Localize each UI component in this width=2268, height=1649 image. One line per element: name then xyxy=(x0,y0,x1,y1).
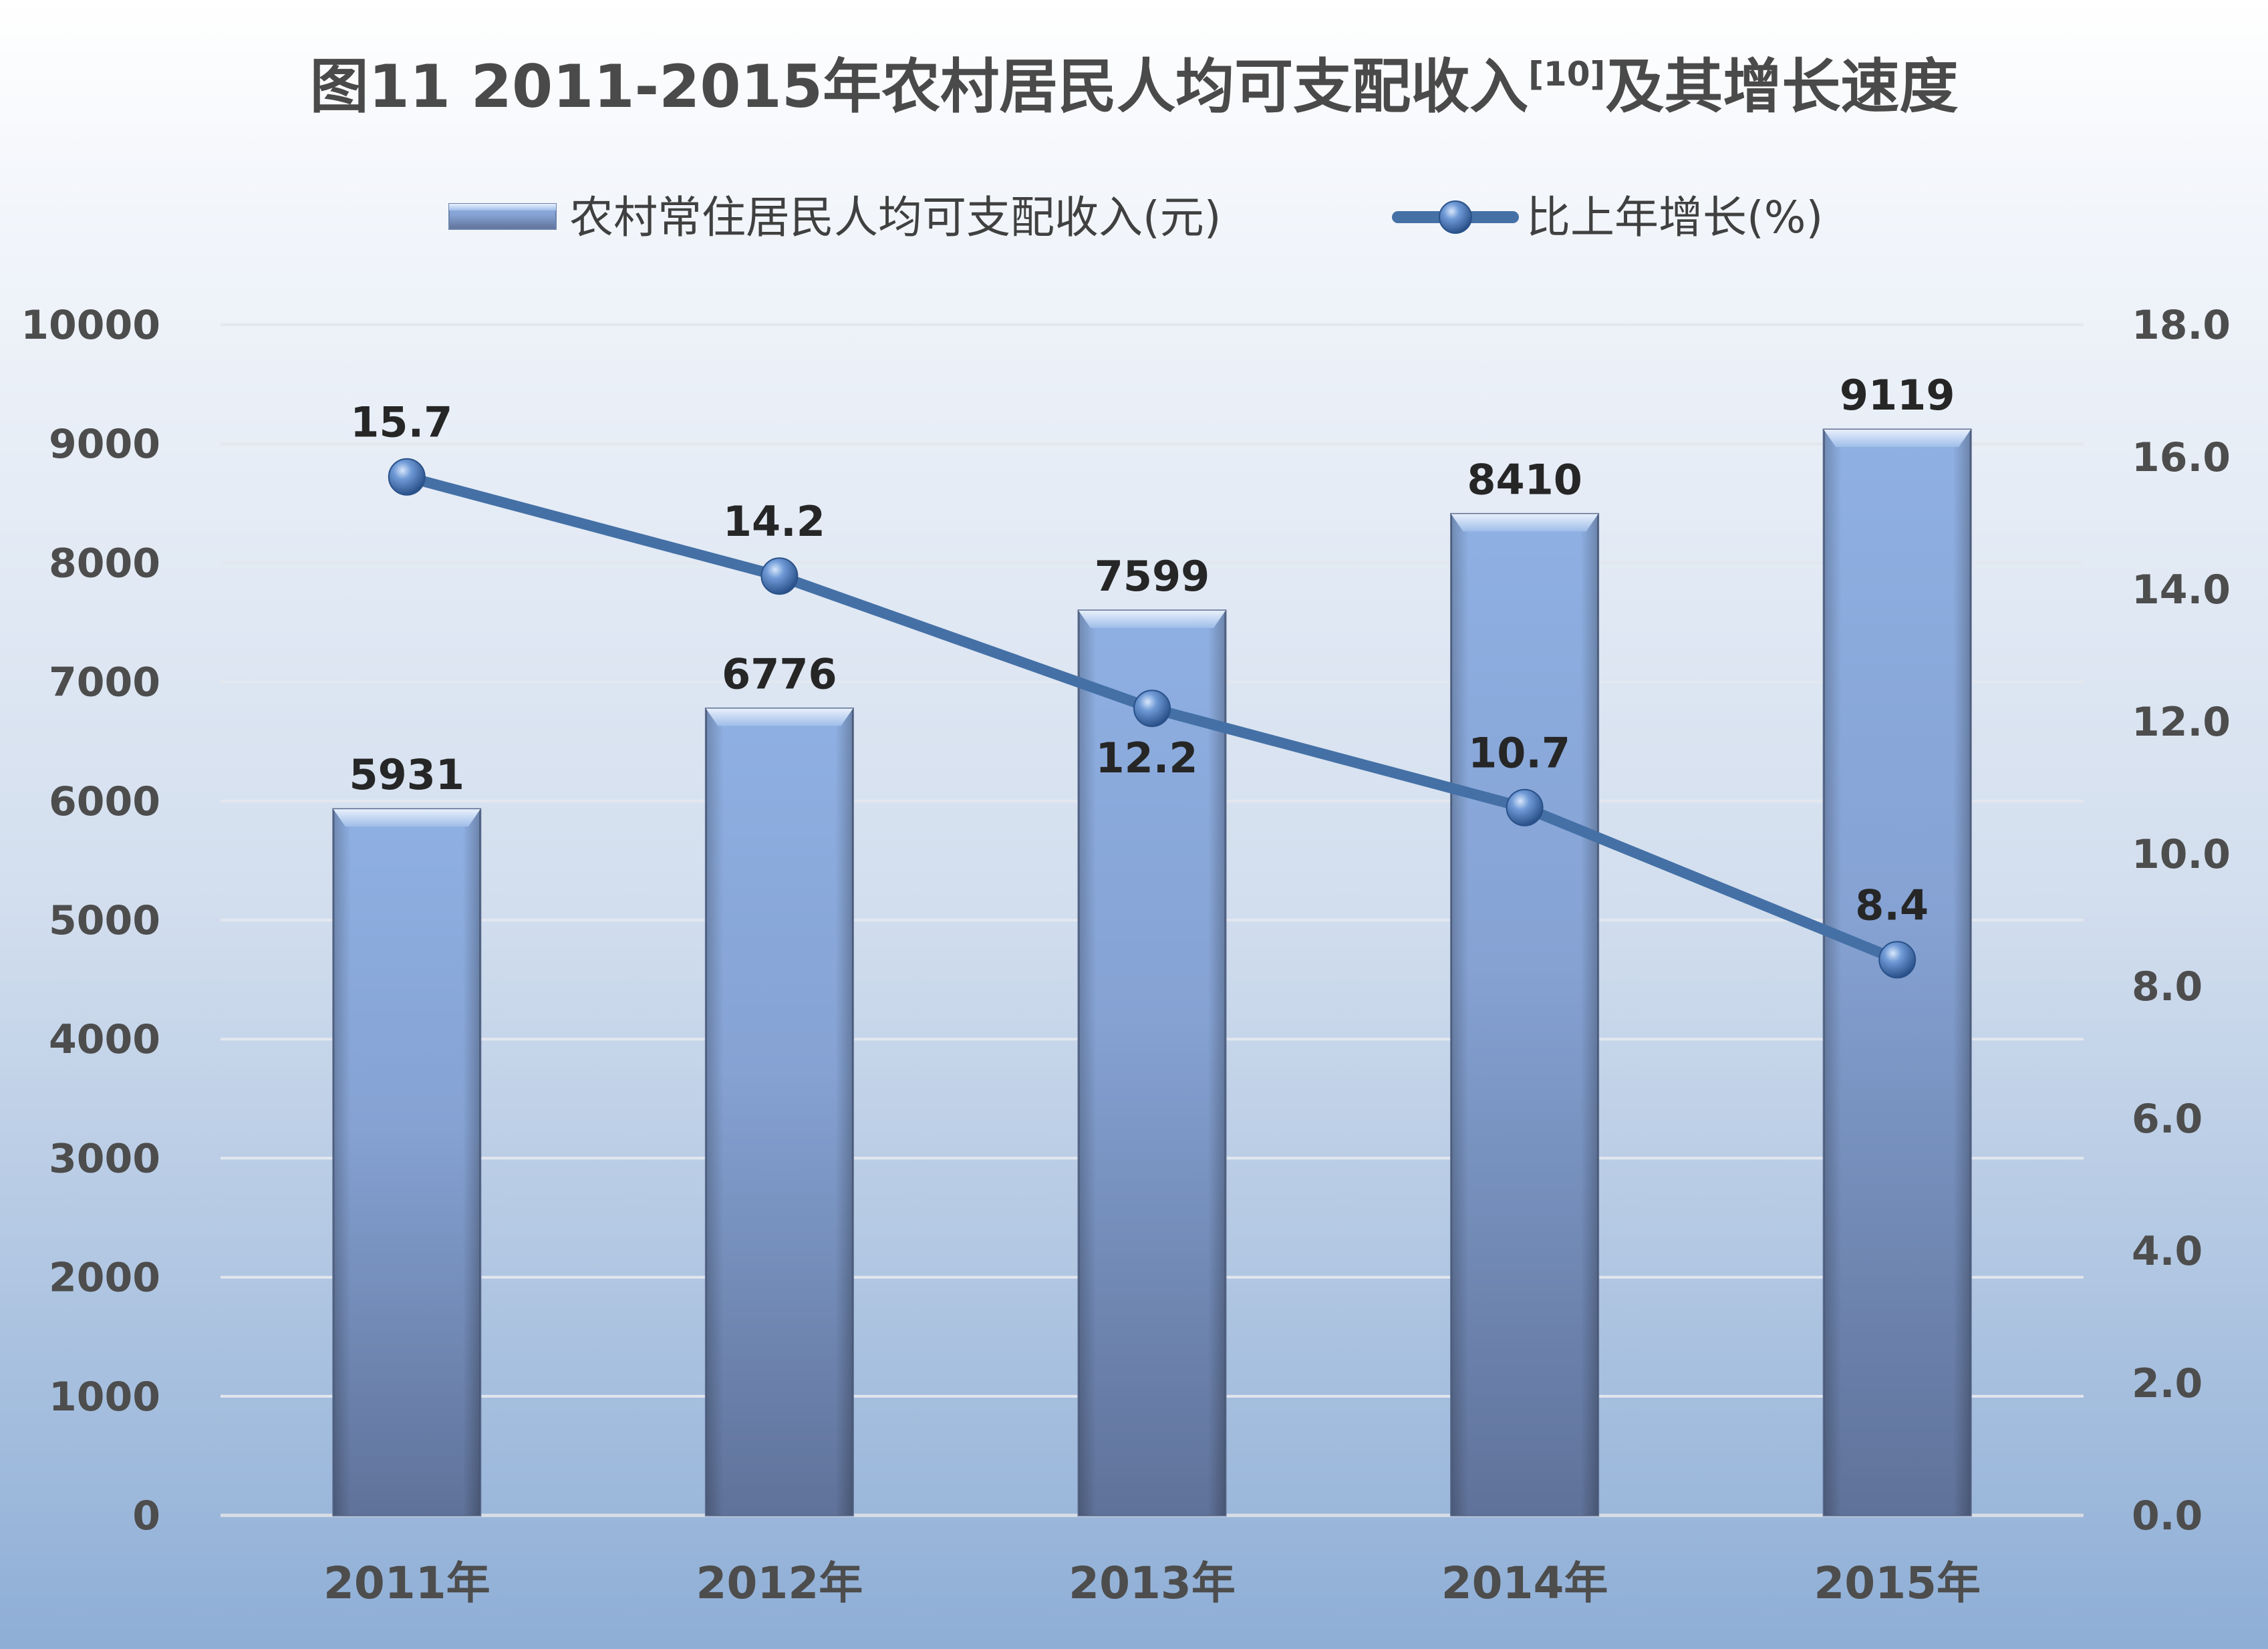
bar-shade xyxy=(333,809,480,1515)
bar: 6776 xyxy=(704,650,854,1517)
bar-bevel-top xyxy=(706,708,853,726)
x-tick-label: 2015年 xyxy=(1814,1557,1981,1609)
bar-data-label: 8410 xyxy=(1467,455,1582,504)
bar-shade xyxy=(1079,610,1226,1516)
x-tick-label: 2013年 xyxy=(1069,1557,1236,1609)
growth-data-label: 8.4 xyxy=(1855,881,1929,929)
y-axis-right: 0.0 2.0 4.0 6.0 8.0 10.0 12.0 14.0 16.0 18.0 xyxy=(2132,302,2231,1539)
y-left-tick-label: 5000 xyxy=(49,897,160,944)
y-left-tick-label: 6000 xyxy=(49,778,160,825)
y-right-tick-label: 18.0 xyxy=(2132,302,2231,349)
bar: 8410 xyxy=(1450,455,1600,1517)
y-left-tick-label: 1000 xyxy=(49,1374,160,1420)
y-left-tick-label: 2000 xyxy=(49,1255,160,1302)
growth-marker xyxy=(1506,788,1544,827)
y-left-tick-label: 4000 xyxy=(49,1016,160,1063)
chart-title-suffix: 及其增长速度 xyxy=(1605,52,1958,121)
growth-marker xyxy=(388,458,426,496)
growth-marker xyxy=(760,557,799,595)
bar-shade xyxy=(1451,514,1598,1515)
y-left-tick-label: 9000 xyxy=(49,421,160,468)
y-left-tick-label: 10000 xyxy=(21,302,160,349)
legend-bar-label: 农村常住居民人均可支配收入(元) xyxy=(569,192,1222,243)
y-right-tick-label: 0.0 xyxy=(2132,1493,2203,1539)
bar: 7599 xyxy=(1077,552,1227,1517)
line-series: 15.7 14.2 12.2 10.7 8.4 xyxy=(350,398,1929,979)
y-right-tick-label: 14.0 xyxy=(2132,567,2231,613)
legend: 农村常住居民人均可支配收入(元) 比上年增长(%) xyxy=(448,192,1823,243)
bar: 5931 xyxy=(332,750,482,1517)
growth-data-label: 10.7 xyxy=(1468,729,1570,778)
growth-data-label: 14.2 xyxy=(723,497,825,546)
y-axis-left: 0 1000 2000 3000 4000 5000 6000 7000 8000 9000 100… xyxy=(21,302,160,1539)
x-tick-label: 2011年 xyxy=(323,1557,490,1609)
bar-data-label: 6776 xyxy=(722,650,837,699)
chart-title-superscript: [10] xyxy=(1528,55,1605,94)
y-right-tick-label: 12.0 xyxy=(2132,699,2231,746)
x-tick-label: 2014年 xyxy=(1441,1557,1608,1609)
chart-title-main: 图11 2011-2015年农村居民人均可支配收入 xyxy=(310,52,1528,121)
y-right-tick-label: 10.0 xyxy=(2132,831,2231,878)
bar-bevel-top xyxy=(1451,514,1598,532)
y-right-tick-label: 4.0 xyxy=(2132,1228,2203,1275)
bar-shade xyxy=(706,708,853,1515)
legend-line-marker xyxy=(1439,200,1472,234)
growth-data-label: 15.7 xyxy=(350,398,452,447)
bar-data-label: 5931 xyxy=(349,750,465,799)
growth-data-label: 12.2 xyxy=(1096,734,1198,782)
y-left-tick-label: 3000 xyxy=(49,1135,160,1182)
bar-bevel-top xyxy=(1079,610,1226,628)
y-right-tick-label: 2.0 xyxy=(2132,1360,2203,1407)
bar-data-label: 9119 xyxy=(1840,371,1955,420)
y-right-tick-label: 16.0 xyxy=(2132,434,2231,481)
x-axis: 2011年 2012年 2013年 2014年 2015年 xyxy=(323,1557,1981,1609)
bar-data-label: 7599 xyxy=(1095,552,1210,601)
growth-marker xyxy=(1133,690,1171,728)
y-left-tick-label: 7000 xyxy=(49,659,160,706)
legend-line-label: 比上年增长(%) xyxy=(1526,192,1823,243)
bar-bevel-top xyxy=(1824,429,1971,447)
y-left-tick-label: 0 xyxy=(132,1493,160,1539)
y-right-tick-label: 6.0 xyxy=(2132,1096,2203,1143)
legend-bar-swatch-top xyxy=(449,204,556,210)
bar-bevel-top xyxy=(333,809,480,827)
bar-series: 5931 6776 7599 8410 9119 xyxy=(332,371,1972,1517)
y-right-tick-label: 8.0 xyxy=(2132,963,2203,1010)
y-left-tick-label: 8000 xyxy=(49,540,160,587)
growth-marker xyxy=(1878,941,1917,979)
chart-title: 图11 2011-2015年农村居民人均可支配收入[10]及其增长速度 xyxy=(310,52,1959,121)
x-tick-label: 2012年 xyxy=(696,1557,863,1609)
